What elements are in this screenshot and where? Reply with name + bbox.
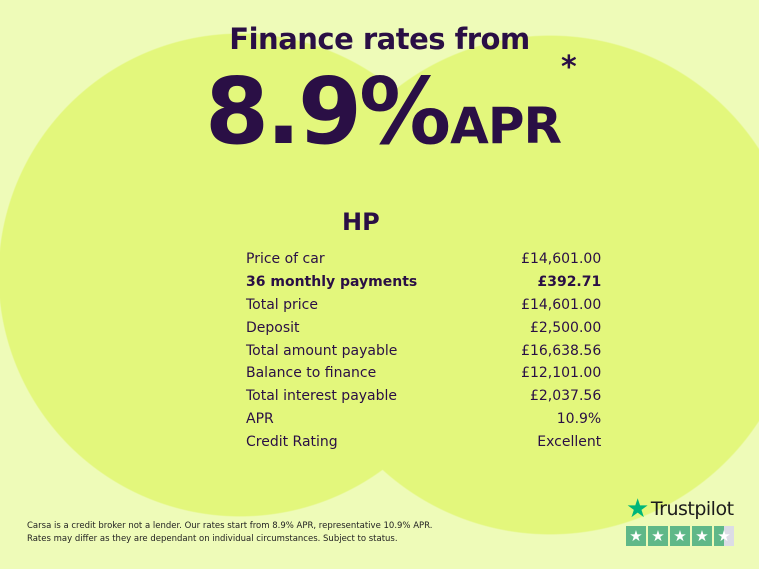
table-row: Balance to finance £12,101.00 xyxy=(242,362,601,385)
table-row: Deposit £2,500.00 xyxy=(242,316,601,339)
finance-table: Price of car £14,601.00 36 monthly payment… xyxy=(242,248,601,453)
disclaimer: Carsa is a credit broker not a lender. O… xyxy=(27,520,432,545)
table-row: Total interest payable £2,037.56 xyxy=(242,385,601,408)
row-value: £16,638.56 xyxy=(521,342,602,359)
row-value: £12,101.00 xyxy=(521,365,602,382)
star-icon: ★ xyxy=(626,526,646,546)
row-value: £14,601.00 xyxy=(521,251,602,268)
table-row: Price of car £14,601.00 xyxy=(242,248,601,271)
rate-suffix: APR xyxy=(450,97,562,155)
star-icon: ★ xyxy=(692,526,712,546)
row-label: Total amount payable xyxy=(246,342,398,359)
row-label: APR xyxy=(246,410,274,427)
disclaimer-line: Carsa is a credit broker not a lender. O… xyxy=(27,521,433,531)
table-row: Total amount payable £16,638.56 xyxy=(242,339,601,362)
row-label: Deposit xyxy=(246,319,300,336)
row-value: £2,037.56 xyxy=(529,388,602,405)
table-row: 36 monthly payments £392.71 xyxy=(242,271,601,294)
row-value: £392.71 xyxy=(537,274,602,291)
row-label: Total interest payable xyxy=(246,388,398,405)
rate-asterisk: * xyxy=(561,50,577,85)
row-label: Total price xyxy=(246,296,318,313)
table-row: Credit Rating Excellent xyxy=(242,430,601,453)
rate-display: 8.9%APR * xyxy=(205,50,577,162)
row-value: £14,601.00 xyxy=(521,296,602,313)
row-value: 10.9% xyxy=(556,410,602,427)
star-icon: ★ xyxy=(626,494,649,524)
star-icon: ★ xyxy=(648,526,668,546)
trustpilot-badge[interactable]: ★ Trustpilot ★ ★ ★ ★ ★ xyxy=(626,494,736,546)
row-label: Credit Rating xyxy=(246,433,338,450)
row-value: Excellent xyxy=(537,433,602,450)
row-label: Price of car xyxy=(246,251,325,268)
section-title: HP xyxy=(342,208,380,236)
row-label: Balance to finance xyxy=(246,365,377,382)
rate-value: 8.9% xyxy=(205,58,451,165)
row-value: £2,500.00 xyxy=(529,319,602,336)
row-label: 36 monthly payments xyxy=(246,274,418,291)
trustpilot-rating: ★ ★ ★ ★ ★ xyxy=(626,526,736,546)
table-row: APR 10.9% xyxy=(242,408,601,431)
star-icon: ★ xyxy=(670,526,690,546)
disclaimer-line: Rates may differ as they are dependant o… xyxy=(27,533,398,544)
table-row: Total price £14,601.00 xyxy=(242,294,601,317)
headline: Finance rates from xyxy=(229,22,530,56)
star-icon: ★ xyxy=(714,526,734,546)
trustpilot-name: Trustpilot xyxy=(650,498,734,520)
